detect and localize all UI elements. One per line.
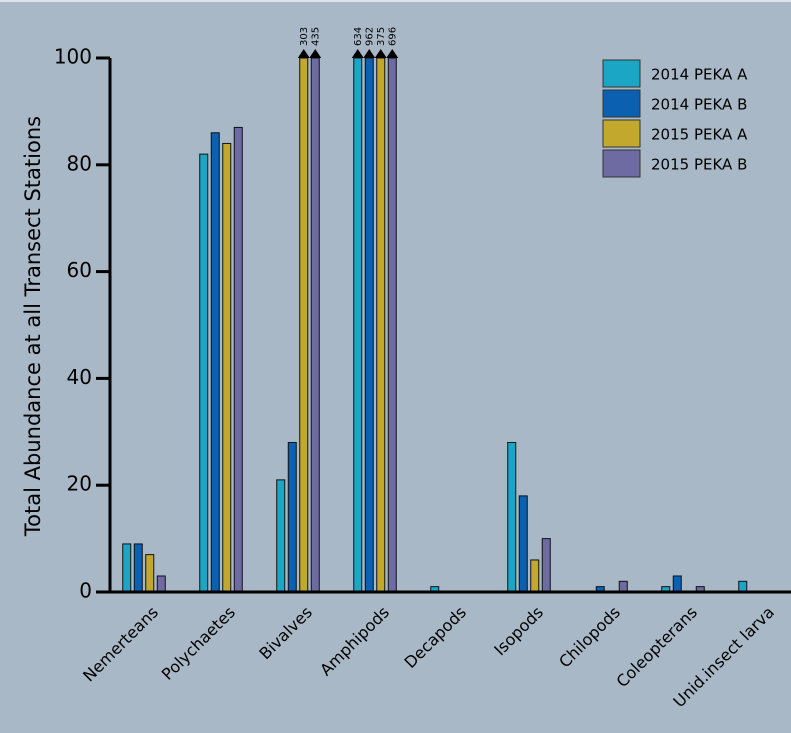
value-label: 634 [353,27,364,46]
bar [672,575,682,593]
y-axis-label: Total Abundance at all Transect Stations [21,116,45,537]
bar [618,580,628,593]
bar [364,57,374,593]
overflow-arrow [351,49,364,58]
legend-label: 2015 PEKA A [651,126,748,144]
legend-label: 2015 PEKA B [651,156,747,174]
y-tick-label: 0 [79,579,92,603]
overflow-arrow [309,49,322,58]
bar [310,57,320,593]
bar [122,543,132,593]
bar [507,441,517,593]
overflow-arrow [386,49,399,58]
legend-swatch [602,89,641,118]
bar [387,57,397,593]
legend-label: 2014 PEKA B [651,96,747,114]
bar [233,126,243,593]
bar [199,153,209,593]
bar [145,554,155,593]
bar [222,142,232,593]
y-tick-label: 60 [67,258,92,282]
y-tick-label: 80 [67,151,92,175]
value-label: 303 [299,27,310,46]
overflow-arrow [363,49,376,58]
bar [156,575,166,593]
bar [738,580,748,593]
value-label: 962 [364,27,375,46]
bar [287,441,297,593]
bar [376,57,386,593]
bar [299,57,309,593]
bar [210,132,220,593]
overflow-arrow [297,49,310,58]
value-label: 375 [376,27,387,46]
legend-swatch [602,59,641,88]
bar [530,559,540,593]
legend-swatch [602,119,641,148]
legend-swatch [602,149,641,178]
bar [541,538,551,593]
y-tick-label: 40 [67,365,92,389]
bar [276,479,286,593]
bar [133,543,143,593]
overflow-arrow [374,49,387,58]
y-tick-label: 100 [54,45,92,69]
legend-label: 2014 PEKA A [651,66,748,84]
value-label: 435 [310,27,321,46]
value-label: 696 [387,27,398,46]
bar [353,57,363,593]
bar [518,495,528,593]
y-tick-label: 20 [67,472,92,496]
